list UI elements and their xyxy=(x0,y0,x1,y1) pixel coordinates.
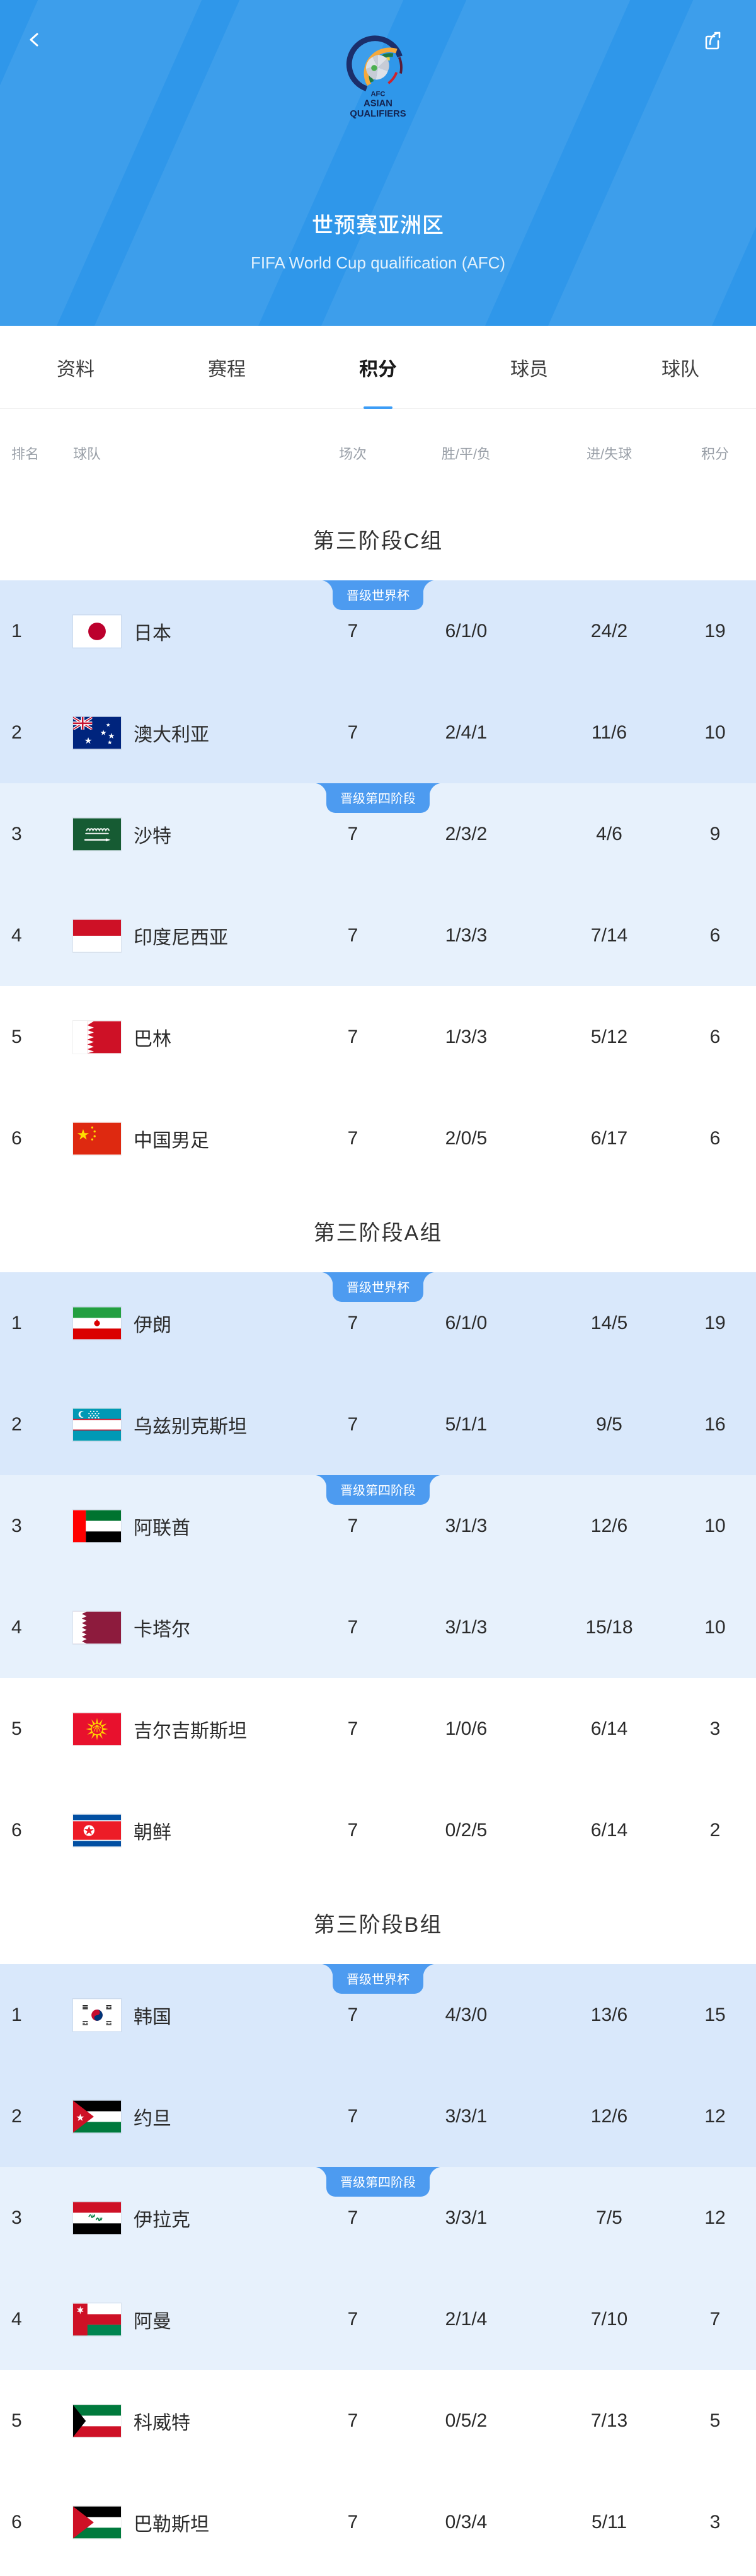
svg-text:QUALIFIERS: QUALIFIERS xyxy=(350,109,406,119)
svg-text:ASIAN: ASIAN xyxy=(364,99,392,109)
svg-text:AFC: AFC xyxy=(370,91,385,98)
